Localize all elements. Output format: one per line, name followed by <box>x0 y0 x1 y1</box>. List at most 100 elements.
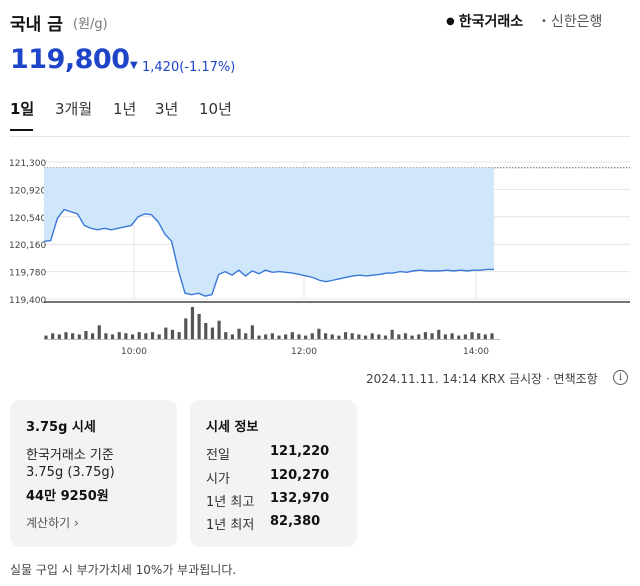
volume-bar <box>357 334 361 339</box>
volume-bar <box>343 332 348 339</box>
row-label: 전일 <box>206 448 230 463</box>
volume-bar <box>44 335 48 339</box>
volume-bar <box>150 332 155 339</box>
volume-bar <box>124 333 128 339</box>
volume-bar <box>164 327 168 339</box>
volume-bar <box>51 333 55 339</box>
bullet-icon: ● <box>446 16 455 27</box>
volume-bar <box>270 333 274 339</box>
volume-bar <box>450 333 454 339</box>
volume-bar <box>337 335 341 339</box>
volume-bar <box>90 333 95 339</box>
volume-bar <box>430 333 434 339</box>
volume-bar <box>323 333 328 339</box>
volume-bar <box>370 333 374 339</box>
volume-bar <box>410 335 414 339</box>
volume-bar <box>57 334 61 339</box>
volume-bar <box>224 332 228 339</box>
y-tick-label: 121,300 <box>9 159 46 169</box>
volume-bar <box>457 335 461 339</box>
volume-bar <box>470 332 474 339</box>
info-icon[interactable]: i <box>613 370 628 385</box>
volume-bar <box>217 320 221 339</box>
volume-bar <box>477 333 481 339</box>
volume-bar <box>437 329 441 339</box>
volume-bar <box>104 333 108 339</box>
volume-bar <box>84 331 88 339</box>
price-info-card: 시세 정보 전일 121,220 시가 120,270 1년 최고 132,970 1… <box>190 400 357 547</box>
x-tick-label: 10:00 <box>121 347 147 357</box>
row-value: 121,220 <box>270 444 330 459</box>
source-label: 신한은행 <box>550 14 603 30</box>
price-line <box>43 208 494 297</box>
down-triangle-icon: ▼ <box>130 60 138 71</box>
volume-bar <box>490 333 494 339</box>
volume-bar <box>423 332 428 339</box>
volume-bar <box>290 332 294 339</box>
volume-bar <box>237 328 241 339</box>
volume-bar <box>417 334 421 339</box>
row-value: 82,380 <box>270 514 321 529</box>
volume-bar <box>77 334 81 339</box>
change-percent: (-1.17%) <box>179 60 236 75</box>
volume-bar <box>403 333 408 339</box>
volume-bar <box>157 334 161 339</box>
y-tick-label: 119,400 <box>9 296 46 306</box>
y-tick-label: 119,780 <box>9 269 46 279</box>
volume-bar <box>64 332 68 339</box>
source-tab-krx[interactable]: ● 한국거래소 <box>446 11 523 31</box>
tab-3year[interactable]: 3년 <box>155 100 179 118</box>
volume-bar <box>170 329 175 339</box>
row-label: 1년 최고 <box>206 495 255 510</box>
volume-bar <box>397 334 401 339</box>
volume-bar <box>71 333 75 339</box>
volume-bar <box>390 329 394 339</box>
y-tick-label: 120,920 <box>9 186 46 196</box>
active-tab-indicator <box>10 129 33 131</box>
calculate-link[interactable]: 계산하기 › <box>26 516 79 530</box>
volume-bar <box>297 334 301 339</box>
tab-1day[interactable]: 1일 <box>10 100 35 118</box>
volume-bar <box>317 328 321 339</box>
volume-bar <box>383 335 388 339</box>
tab-3month[interactable]: 3개월 <box>55 100 93 118</box>
row-label: 시가 <box>206 472 230 487</box>
volume-bar <box>284 334 288 339</box>
volume-bar <box>144 333 148 339</box>
volume-bar <box>363 335 368 339</box>
volume-bar <box>463 334 467 339</box>
y-tick-label: 120,540 <box>9 214 46 224</box>
volume-bar <box>443 334 448 339</box>
source-tab-shinhan[interactable]: • 신한은행 <box>541 11 602 31</box>
volume-bar <box>310 333 314 339</box>
x-tick-label: 14:00 <box>463 347 489 357</box>
volume-bar <box>177 332 181 339</box>
unit-price-value: 44만 9250원 <box>26 489 109 504</box>
volume-bar <box>377 334 381 339</box>
volume-bar <box>110 334 115 339</box>
card-title: 시세 정보 <box>206 420 259 435</box>
volume-bar <box>350 333 354 339</box>
current-price: 119,800 <box>10 44 130 75</box>
volume-bar <box>277 335 281 339</box>
volume-bar <box>250 325 254 339</box>
area-fill <box>44 167 494 297</box>
price-chart[interactable]: 121,300 120,920 120,540 120,160 119,780 119,4… <box>0 150 640 360</box>
x-tick-label: 12:00 <box>291 347 317 357</box>
volume-bar <box>230 334 234 339</box>
tab-1year[interactable]: 1년 <box>113 100 137 118</box>
unit-label: (원/g) <box>73 17 108 32</box>
vat-note: 실물 구입 시 부가가치세 10%가 부과됩니다. <box>10 563 237 577</box>
page-title: 국내 금 <box>10 15 63 35</box>
volume-bar <box>264 334 268 339</box>
volume-bar <box>330 334 334 339</box>
bullet-icon: • <box>541 16 547 27</box>
volume-bar <box>190 307 195 339</box>
card-title: 3.75g 시세 <box>26 420 96 435</box>
volume-bar <box>483 334 487 339</box>
tab-10year[interactable]: 10년 <box>199 100 232 118</box>
change-amount: 1,420 <box>142 60 180 75</box>
volume-bar <box>257 335 261 339</box>
source-label: 한국거래소 <box>458 14 524 30</box>
row-value: 120,270 <box>270 468 330 483</box>
